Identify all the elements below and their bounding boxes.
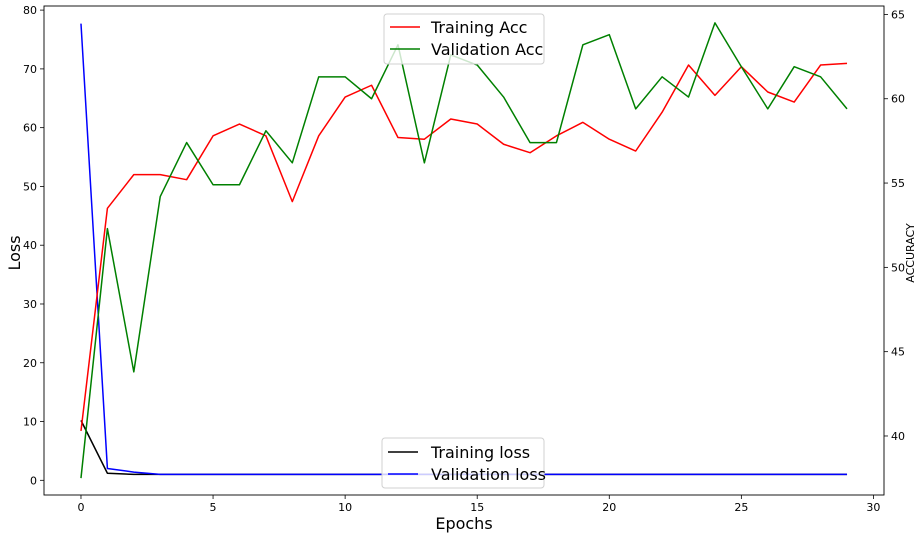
- plot-frame: [43, 5, 885, 496]
- x-tick-label: 30: [866, 501, 880, 514]
- right-y-tick-label: 65: [891, 8, 905, 21]
- left-y-tick-label: 20: [23, 357, 37, 370]
- right-y-axis-ticks: 40 45 50 55 60 65: [884, 8, 905, 443]
- series-line-training-acc: [80, 62, 848, 432]
- left-y-tick-label: 60: [23, 122, 37, 135]
- legend-loss: Training loss Validation loss: [381, 437, 546, 489]
- right-y-tick-label: 50: [891, 261, 905, 274]
- left-y-tick-label: 40: [23, 239, 37, 252]
- right-y-axis-label: ACCURACY: [904, 223, 917, 283]
- left-y-tick-label: 30: [23, 298, 37, 311]
- x-axis-label: Epochs: [435, 514, 492, 533]
- x-axis-ticks: 0 5 10 15 20 25 30: [77, 495, 880, 514]
- left-y-tick-label: 10: [23, 416, 37, 429]
- right-y-tick-label: 40: [891, 430, 905, 443]
- x-tick-label: 10: [338, 501, 352, 514]
- left-y-axis-label: Loss: [5, 235, 24, 270]
- x-tick-label: 15: [470, 501, 484, 514]
- legend-label-validation-loss: Validation loss: [431, 465, 546, 484]
- left-y-axis-ticks: 0 10 20 30 40 50 60 70 80: [23, 4, 44, 487]
- legend-accuracy: Training Acc Validation Acc: [383, 13, 545, 65]
- left-y-tick-label: 0: [30, 474, 37, 487]
- right-y-tick-label: 60: [891, 93, 905, 106]
- x-tick-label: 20: [602, 501, 616, 514]
- legend-label-training-loss: Training loss: [430, 443, 530, 462]
- right-y-tick-label: 55: [891, 177, 905, 190]
- legend-label-validation-acc: Validation Acc: [431, 40, 543, 59]
- x-tick-label: 25: [734, 501, 748, 514]
- right-y-tick-label: 45: [891, 346, 905, 359]
- x-tick-label: 5: [210, 501, 217, 514]
- left-y-tick-label: 80: [23, 4, 37, 17]
- left-y-tick-label: 70: [23, 63, 37, 76]
- left-y-tick-label: 50: [23, 180, 37, 193]
- legend-label-training-acc: Training Acc: [430, 18, 527, 37]
- x-tick-label: 0: [77, 501, 84, 514]
